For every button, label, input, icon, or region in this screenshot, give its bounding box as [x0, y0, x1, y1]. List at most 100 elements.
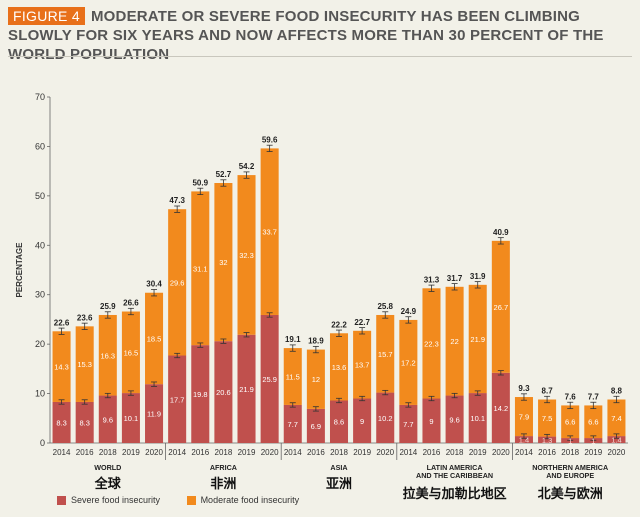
data-label-moderate: 18.5: [147, 334, 162, 343]
data-label-total: 22.7: [354, 318, 370, 327]
bar-moderate: [353, 330, 372, 399]
data-label-total: 54.2: [239, 162, 255, 171]
data-label-total: 26.6: [123, 299, 139, 308]
bar-severe: [399, 404, 418, 443]
data-label-total: 30.4: [146, 280, 162, 289]
data-label-severe: 8.3: [79, 418, 89, 427]
title-divider: [8, 56, 632, 57]
group-label: AFRICA: [210, 463, 237, 472]
group-label-zh: 非洲: [210, 476, 236, 492]
group-label: LATIN AMERICA: [427, 463, 483, 472]
chart-title: MODERATE OR SEVERE FOOD INSECURITY HAS B…: [8, 8, 604, 63]
data-label-severe: 17.7: [170, 395, 185, 404]
group-label-zh: 北美与欧洲: [538, 486, 603, 502]
group-label: NORTHERN AMERICA: [532, 463, 608, 472]
data-label-moderate: 33.7: [262, 228, 277, 237]
bar-severe: [538, 436, 557, 443]
data-label-total: 22.2: [331, 320, 347, 329]
data-label-severe: 7.7: [288, 420, 298, 429]
y-tick-label: 60: [35, 141, 45, 151]
data-label-moderate: 11.5: [286, 373, 300, 382]
data-label-moderate: 15.3: [77, 360, 92, 369]
bar-severe: [491, 372, 510, 443]
x-tick-label: 2020: [261, 448, 279, 457]
data-label-total: 22.6: [54, 318, 70, 327]
data-label-severe: 1: [568, 437, 572, 446]
bar-severe: [353, 398, 372, 443]
data-label-severe: 10.1: [470, 414, 485, 423]
data-label-moderate: 7.5: [542, 414, 552, 423]
bar-moderate: [145, 292, 164, 385]
bar-severe: [445, 395, 464, 443]
data-label-moderate: 31.1: [193, 264, 208, 273]
group-label-zh: 拉美与加勒比地区: [403, 486, 507, 502]
x-tick-label: 2016: [423, 448, 441, 457]
data-label-total: 31.9: [470, 272, 486, 281]
bar-moderate: [376, 314, 395, 393]
legend-label-severe: Severe food insecurity: [71, 495, 161, 505]
bar-moderate: [399, 319, 418, 405]
data-label-moderate: 21.9: [470, 335, 485, 344]
data-label-severe: 20.6: [216, 388, 231, 397]
bar-moderate: [468, 284, 487, 394]
x-tick-label: 2014: [53, 448, 71, 457]
data-label-total: 18.9: [308, 337, 324, 346]
data-label-moderate: 15.7: [378, 350, 393, 359]
data-label-moderate: 22: [450, 337, 458, 346]
x-tick-label: 2018: [561, 448, 579, 457]
bar-severe: [607, 436, 626, 443]
data-label-total: 19.1: [285, 335, 301, 344]
bar-moderate: [329, 333, 349, 401]
data-label-total: 47.3: [169, 196, 185, 205]
x-tick-label: 2016: [307, 448, 325, 457]
bar-severe: [376, 392, 395, 443]
data-label-moderate: 14.3: [54, 363, 69, 372]
bar-severe: [191, 345, 210, 443]
data-label-severe: 7.7: [403, 420, 413, 429]
bar-severe: [260, 314, 279, 443]
bar-moderate: [260, 148, 279, 315]
bar-severe: [121, 393, 140, 443]
y-tick-label: 40: [35, 240, 45, 250]
x-tick-label: 2018: [330, 448, 348, 457]
bar-moderate: [607, 399, 626, 437]
data-label-severe: 1.4: [519, 436, 529, 445]
data-label-severe: 1.3: [542, 436, 552, 445]
data-label-moderate: 26.7: [494, 303, 509, 312]
data-label-total: 9.3: [518, 384, 530, 393]
data-label-total: 50.9: [192, 178, 208, 187]
data-label-total: 8.8: [611, 387, 623, 396]
bar-severe: [306, 408, 325, 443]
legend: Severe food insecurity Moderate food ins…: [57, 495, 323, 507]
x-tick-label: 2019: [469, 448, 487, 457]
bar-moderate: [584, 405, 603, 439]
x-tick-label: 2019: [238, 448, 256, 457]
data-label-severe: 8.6: [334, 418, 344, 427]
x-tick-label: 2018: [446, 448, 464, 457]
data-label-severe: 6.9: [311, 422, 321, 431]
group-label: ASIA: [330, 463, 347, 472]
bar-severe: [214, 341, 233, 443]
bar-moderate: [214, 183, 233, 342]
data-label-total: 7.7: [588, 392, 600, 401]
data-label-moderate: 13.6: [332, 363, 347, 372]
data-label-moderate: 29.6: [170, 278, 185, 287]
group-label: WORLD: [94, 463, 121, 472]
data-label-moderate: 13.7: [355, 361, 370, 370]
data-label-total: 31.7: [447, 274, 463, 283]
data-label-severe: 25.9: [262, 375, 277, 384]
x-tick-label: 2014: [284, 448, 302, 457]
x-tick-label: 2018: [215, 448, 233, 457]
data-label-severe: 21.9: [239, 385, 254, 394]
data-label-moderate: 22.3: [424, 339, 439, 348]
bar-severe: [52, 401, 71, 443]
data-label-moderate: 32.3: [239, 251, 254, 260]
y-tick-label: 10: [35, 389, 45, 399]
data-label-severe: 9.6: [449, 415, 459, 424]
x-tick-label: 2020: [608, 448, 626, 457]
data-label-severe: 8.3: [56, 418, 66, 427]
bar-moderate: [538, 399, 557, 437]
legend-swatch-moderate: [186, 495, 196, 505]
bar-moderate: [561, 405, 580, 439]
